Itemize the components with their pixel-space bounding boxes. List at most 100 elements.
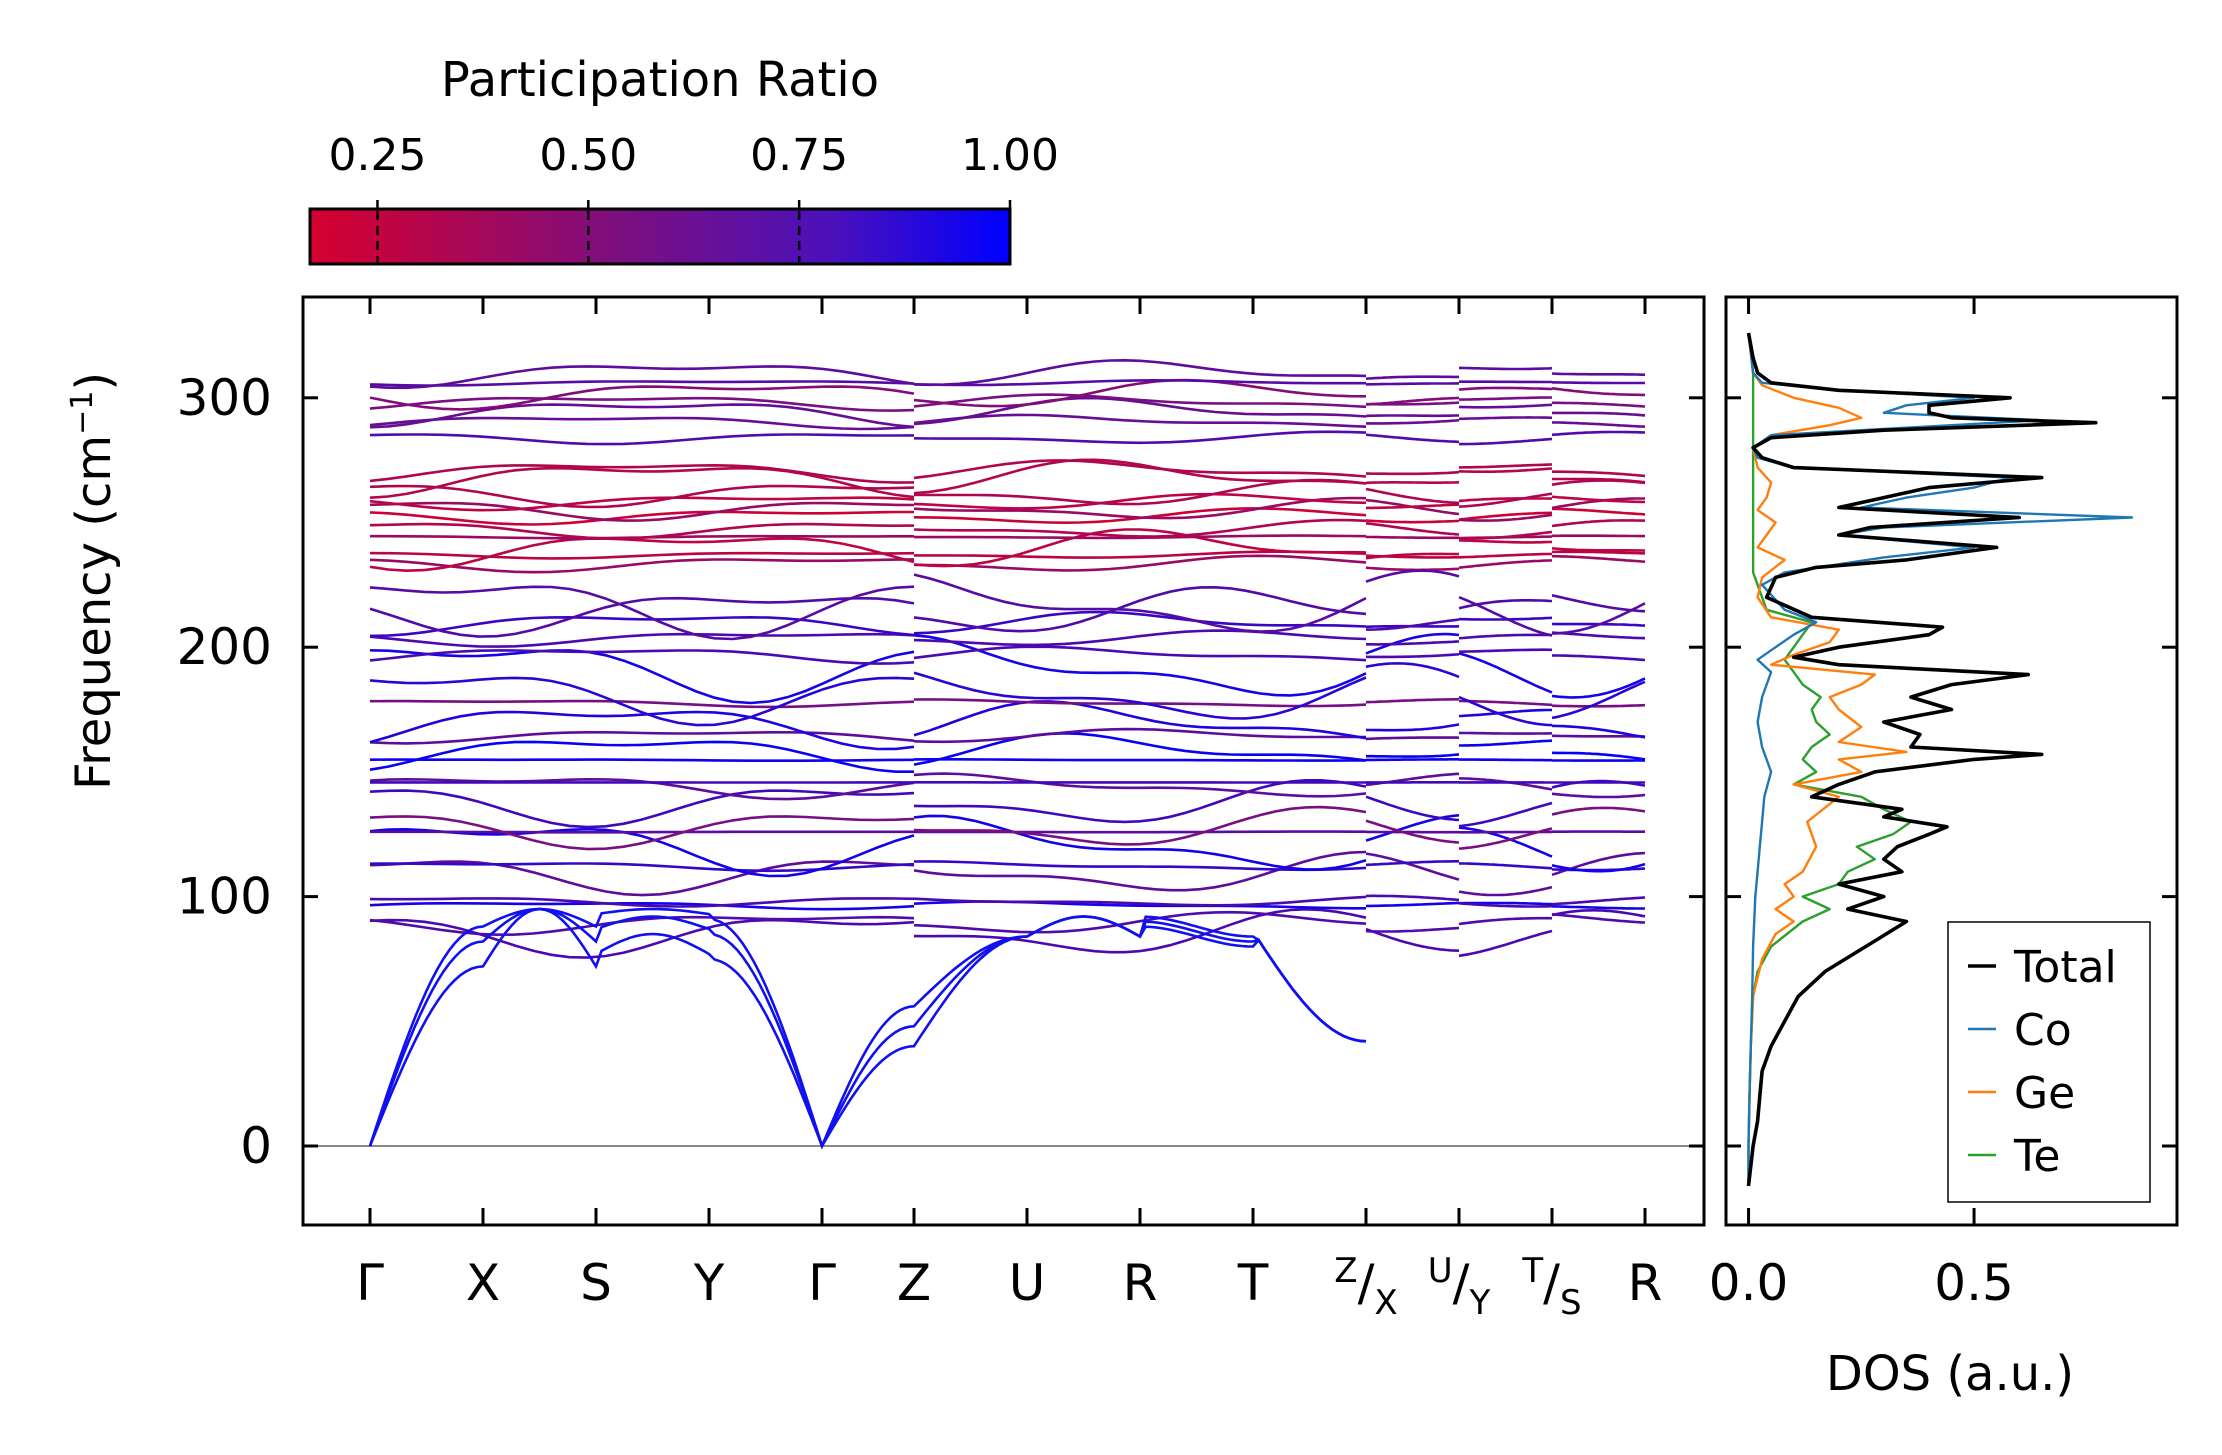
band-branch: [1458, 885, 1553, 897]
band-branch: [1551, 806, 1646, 816]
band-branch: [1365, 819, 1460, 844]
dos-x-tick-label: 0.0: [1709, 1254, 1789, 1312]
band-branch: [1366, 640, 1460, 646]
band-branch: [369, 632, 915, 648]
band-branch: [1552, 411, 1646, 417]
band-branch: [1459, 463, 1553, 469]
band-branch: [1458, 492, 1553, 508]
band-branch: [1458, 826, 1553, 858]
band-branch: [369, 860, 915, 897]
band-branch: [369, 510, 914, 526]
band-branch: [913, 671, 1367, 720]
band-branch: [1552, 554, 1646, 563]
band-branch: [1458, 497, 1552, 503]
band-branch: [1551, 677, 1646, 699]
band-branch: [1365, 926, 1460, 933]
band-branch: [913, 573, 1367, 633]
band-branch: [1459, 530, 1553, 540]
band-branch: [1366, 503, 1460, 510]
band-branch: [1365, 382, 1459, 386]
band-branch: [1551, 908, 1646, 918]
legend-label: Total: [2013, 942, 2117, 993]
band-branch: [1366, 419, 1460, 425]
band-branch: [369, 758, 915, 763]
band-branch: [1551, 862, 1646, 873]
dos-x-tick-label: 0.5: [1934, 1254, 2014, 1312]
band-branch: [1458, 929, 1553, 958]
dos-frame: [1724, 295, 2179, 1227]
band-branch: [1365, 723, 1460, 732]
band-branch: [1458, 386, 1553, 391]
band-x-tick-label: Y: [693, 1254, 725, 1312]
band-x-tick-label: T/S: [1521, 1251, 1581, 1323]
band-x-ticks: Γ X S Y Γ Z U R T Z/X U/Y T/S R: [356, 297, 1662, 1323]
band-branch: [369, 918, 915, 959]
colorbar-tick-label: 1.00: [961, 130, 1059, 181]
band-branch: [913, 458, 1367, 495]
band-branch: [369, 551, 915, 560]
band-branch: [1458, 511, 1553, 521]
band-branch: [369, 897, 915, 908]
band-branch: [1458, 652, 1553, 694]
band-branch: [1458, 539, 1553, 544]
band-branch: [1365, 632, 1460, 655]
band-branch: [1459, 699, 1553, 707]
band-branch: [1458, 827, 1553, 850]
band-branch: [1458, 633, 1553, 640]
band-branch: [1458, 403, 1553, 409]
band-x-tick-label: Γ: [356, 1254, 384, 1312]
band-branch: [913, 528, 1367, 568]
band-branch: [913, 430, 1367, 445]
band-branch: [369, 380, 915, 387]
band-branch: [914, 534, 1367, 540]
band-branch: [1365, 852, 1460, 881]
band-branch: [1365, 535, 1459, 540]
band-branch: [1459, 416, 1553, 421]
band-branch: [1551, 495, 1646, 504]
acoustic-branch: [368, 907, 1367, 1150]
band-branch: [369, 789, 915, 829]
band-branch: [369, 740, 914, 774]
band-branch: [369, 699, 915, 709]
band-branch: [1365, 433, 1460, 444]
band-branch: [913, 554, 1367, 572]
band-branch: [1365, 697, 1459, 704]
colorbar-tick-label: 0.50: [539, 130, 637, 181]
band-x-tick-label: X: [466, 1254, 500, 1312]
band-branch: [913, 814, 1367, 871]
band-branch: [369, 466, 915, 499]
band-branch: [1366, 618, 1460, 631]
band-branch: [1551, 381, 1645, 385]
acoustic-branch: [368, 907, 1367, 1149]
band-branch: [1551, 430, 1646, 437]
band-branch: [913, 731, 1367, 766]
band-branch: [1458, 731, 1553, 735]
band-branch: [1458, 695, 1553, 727]
legend-label: Ge: [2014, 1068, 2075, 1119]
band-branch: [369, 649, 915, 705]
legend-label: Te: [2013, 1131, 2060, 1182]
band-branch: [913, 772, 1367, 798]
band-branch: [369, 596, 915, 638]
band-lines: [303, 358, 1704, 1150]
band-branch: [1365, 901, 1460, 908]
band-branch: [913, 629, 1367, 647]
band-branch: [1551, 550, 1646, 555]
band-branch: [1366, 753, 1460, 758]
band-branch: [913, 757, 1367, 762]
band-branch: [913, 727, 1367, 744]
band-branch: [1551, 372, 1645, 377]
band-branch: [369, 496, 915, 512]
band-y-tick-label: 0: [240, 1117, 272, 1175]
band-branch: [369, 484, 915, 509]
band-branch: [369, 901, 915, 911]
band-branch: [1458, 467, 1553, 474]
band-x-tick-label: Z/X: [1334, 1251, 1397, 1323]
band-branch: [913, 496, 1367, 520]
dos-x-axis-title: DOS (a.u.): [1826, 1346, 2074, 1402]
band-branch: [1459, 366, 1553, 371]
band-branch: [1551, 547, 1646, 552]
ylabel-superscript: −1: [65, 391, 100, 435]
band-branch: [369, 730, 915, 745]
